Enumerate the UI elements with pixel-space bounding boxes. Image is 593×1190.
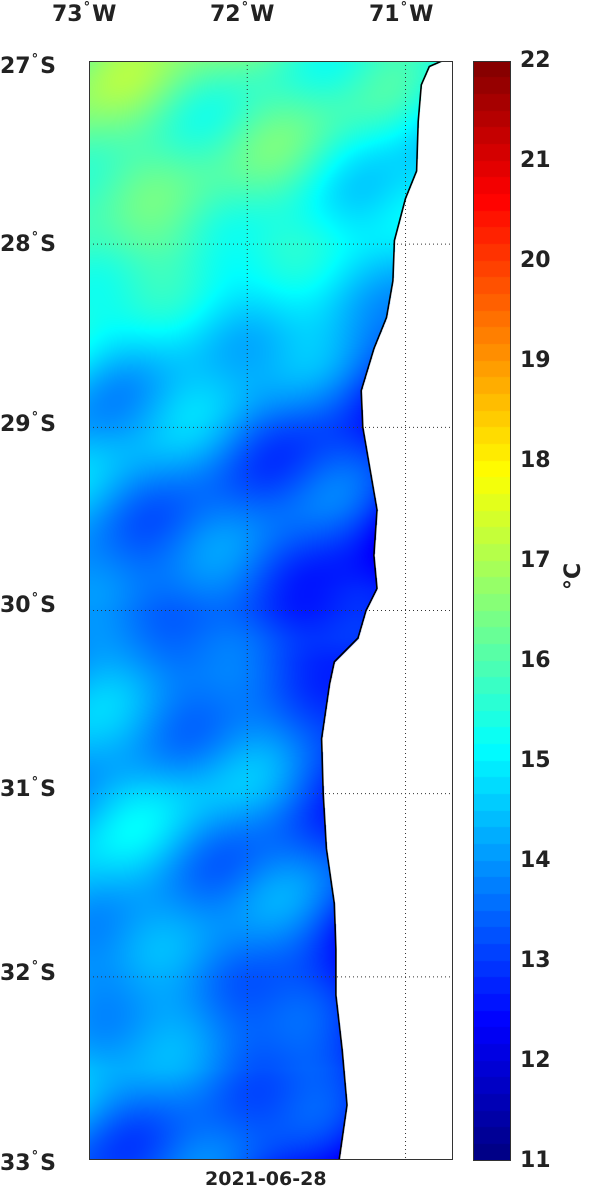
lat-label-29s: 29°S — [0, 410, 56, 437]
colorbar-tick: 15 — [520, 748, 551, 773]
lon-label-72w: 72°W — [210, 0, 275, 27]
graticule — [89, 61, 453, 1160]
map-frame — [89, 61, 453, 1160]
colorbar-tick: 17 — [520, 548, 551, 573]
colorbar-frame — [473, 61, 511, 1161]
lat-label-28s: 28°S — [0, 230, 56, 257]
lon-label-71w: 71°W — [369, 0, 434, 27]
lat-label-30s: 30°S — [0, 591, 56, 618]
colorbar-tick: 14 — [520, 848, 551, 873]
colorbar-tick: 22 — [520, 48, 551, 73]
lon-label-73w: 73°W — [52, 0, 117, 27]
map-overlay — [89, 61, 453, 1160]
colorbar-unit-label: °C — [561, 562, 586, 590]
colorbar-tick: 13 — [520, 948, 551, 973]
lat-label-31s: 31°S — [0, 775, 56, 802]
colorbar-tick: 11 — [520, 1148, 551, 1173]
colorbar-tick: 16 — [520, 648, 551, 673]
colorbar-tick: 20 — [520, 248, 551, 273]
colorbar-tick: 12 — [520, 1048, 551, 1073]
lat-label-33s: 33°S — [0, 1149, 56, 1176]
date-label: 2021-06-28 — [205, 1168, 327, 1190]
colorbar — [473, 61, 511, 1161]
colorbar-tick: 18 — [520, 448, 551, 473]
coastline — [320, 61, 443, 1160]
colorbar-tick: 21 — [520, 148, 551, 173]
colorbar-tick: 19 — [520, 348, 551, 373]
lat-label-32s: 32°S — [0, 959, 56, 986]
lat-label-27s: 27°S — [0, 52, 56, 79]
